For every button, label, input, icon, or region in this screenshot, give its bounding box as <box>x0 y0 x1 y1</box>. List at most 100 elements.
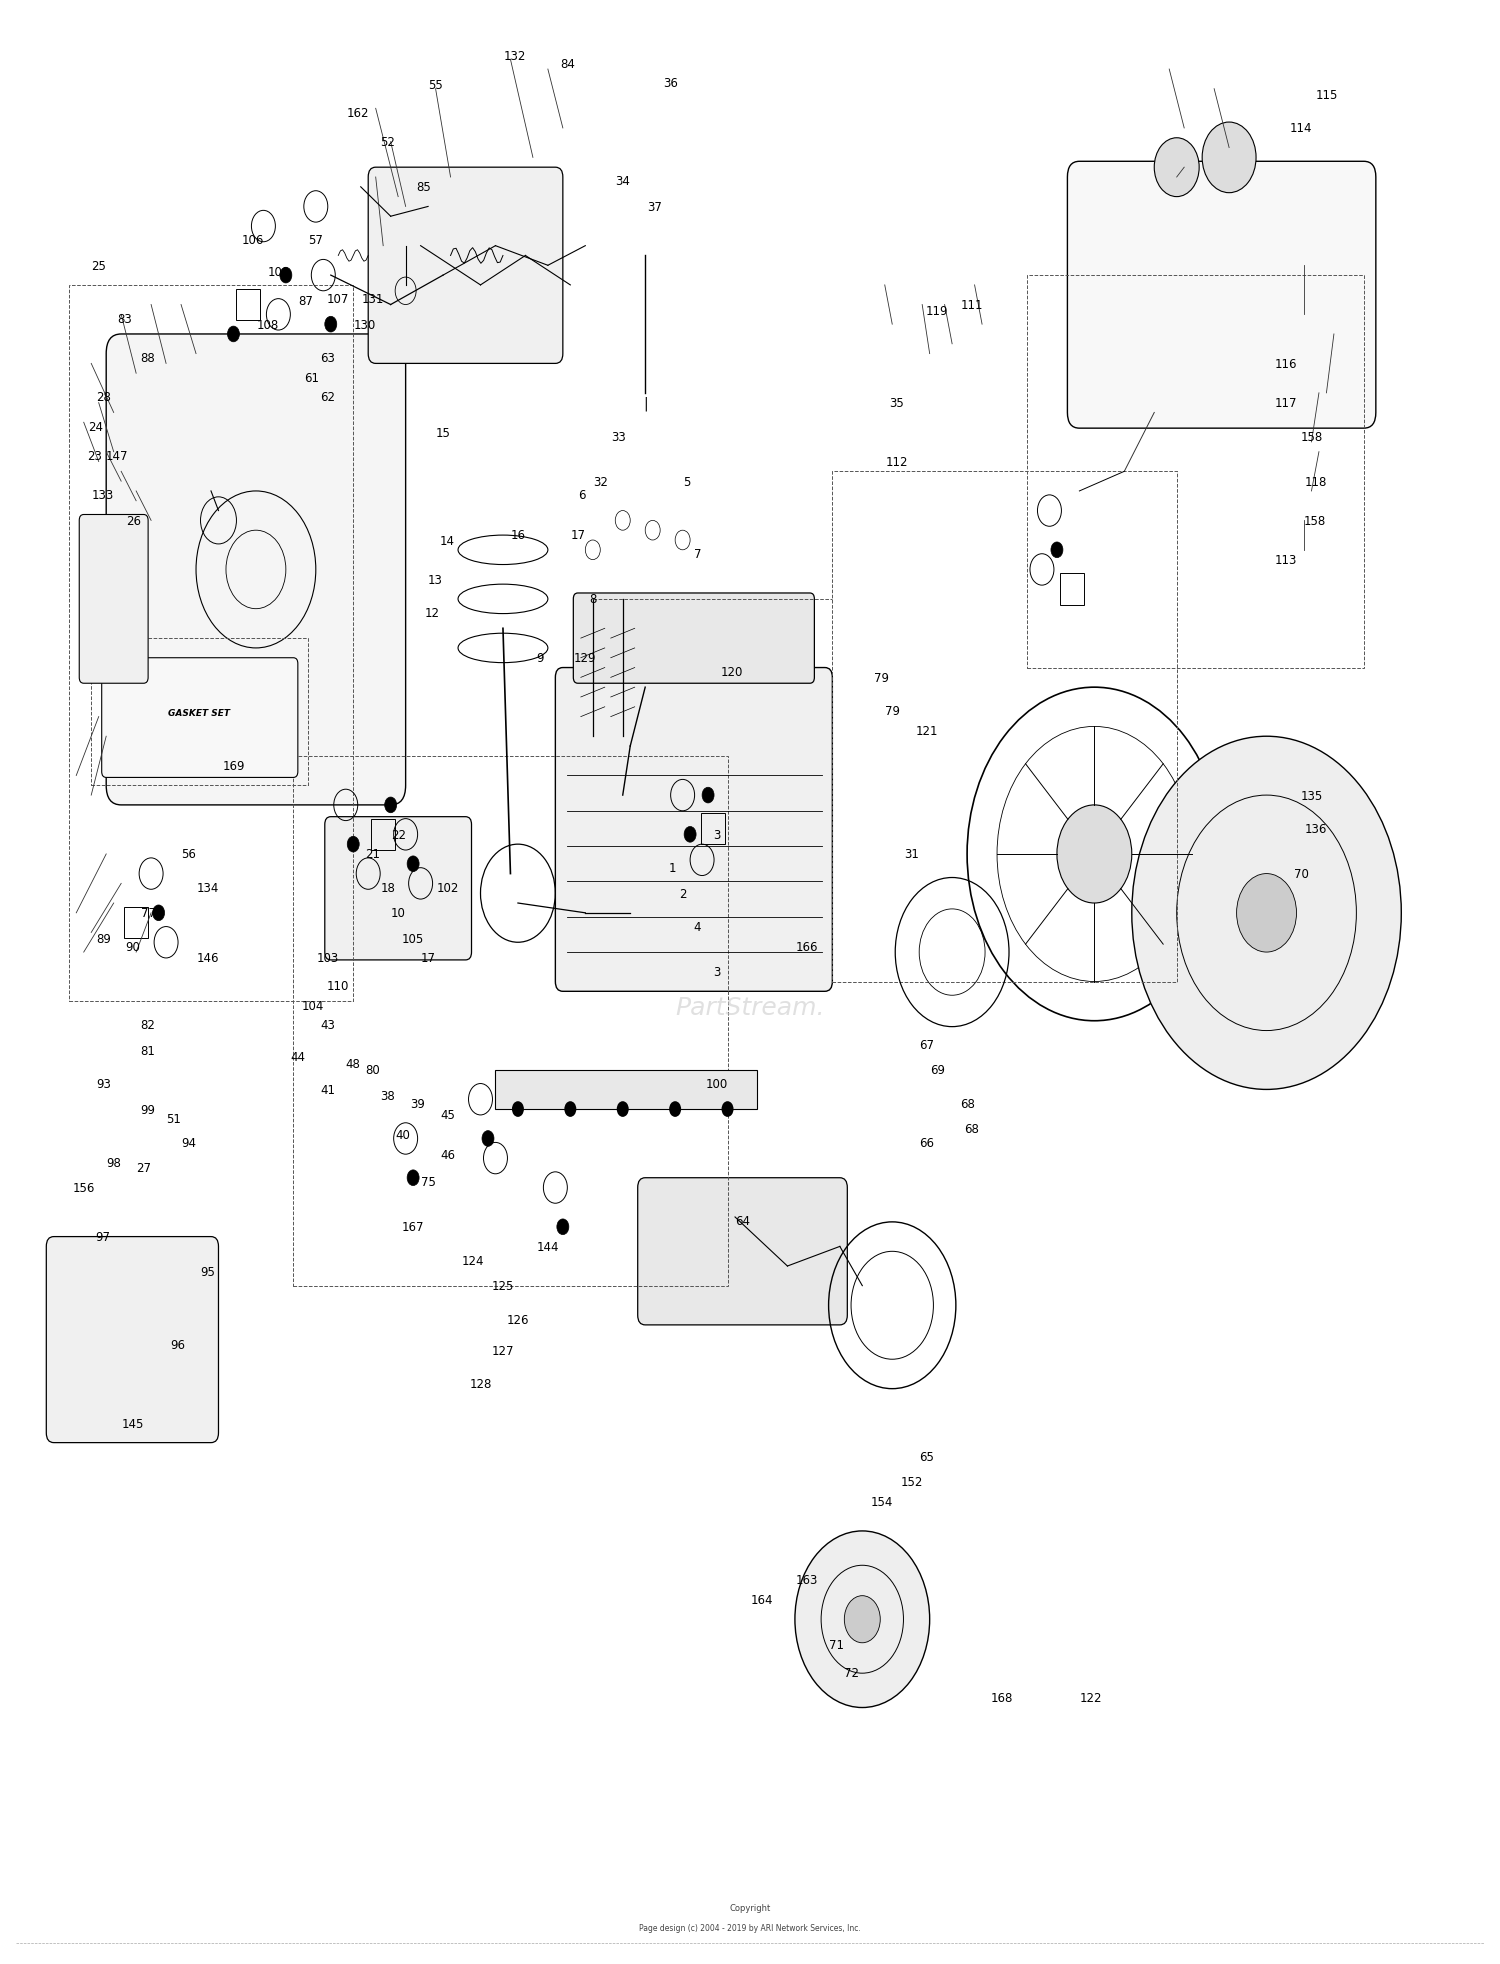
Text: 168: 168 <box>990 1691 1012 1705</box>
Ellipse shape <box>795 1532 930 1707</box>
Text: 2: 2 <box>680 888 687 900</box>
Text: 33: 33 <box>610 430 626 444</box>
Text: 113: 113 <box>1275 554 1298 568</box>
FancyBboxPatch shape <box>326 817 471 960</box>
Bar <box>1060 573 1084 605</box>
Text: 27: 27 <box>136 1163 152 1174</box>
Text: 79: 79 <box>885 705 900 719</box>
Text: 3: 3 <box>714 829 720 841</box>
Text: 17: 17 <box>420 953 435 964</box>
Text: 65: 65 <box>920 1449 934 1463</box>
Text: 52: 52 <box>380 136 394 149</box>
Text: 63: 63 <box>321 352 334 365</box>
Text: 115: 115 <box>1316 88 1338 102</box>
Bar <box>237 289 261 320</box>
Circle shape <box>346 837 358 852</box>
Text: 129: 129 <box>574 652 597 666</box>
Text: 28: 28 <box>96 391 111 405</box>
Text: 111: 111 <box>960 299 982 312</box>
Text: 156: 156 <box>72 1182 94 1194</box>
Text: 126: 126 <box>507 1312 530 1326</box>
Bar <box>370 819 394 850</box>
Circle shape <box>669 1102 681 1118</box>
Text: 162: 162 <box>346 106 369 120</box>
Text: 152: 152 <box>900 1475 922 1489</box>
Circle shape <box>512 1102 524 1118</box>
Text: 51: 51 <box>166 1114 182 1125</box>
Text: 40: 40 <box>394 1129 410 1141</box>
Text: 127: 127 <box>492 1343 514 1357</box>
Text: 154: 154 <box>870 1495 892 1508</box>
Text: 34: 34 <box>615 175 630 189</box>
Text: 105: 105 <box>402 933 424 945</box>
Text: 9: 9 <box>537 652 544 666</box>
Text: 88: 88 <box>141 352 156 365</box>
Text: 72: 72 <box>844 1665 859 1679</box>
Text: 1: 1 <box>669 862 676 874</box>
Bar <box>69 287 352 1002</box>
Text: 85: 85 <box>416 181 430 194</box>
Text: 17: 17 <box>570 528 585 542</box>
Text: 134: 134 <box>196 882 219 894</box>
FancyBboxPatch shape <box>46 1237 219 1444</box>
Bar <box>92 638 309 786</box>
Text: 94: 94 <box>182 1137 196 1149</box>
Bar <box>495 1070 758 1110</box>
Circle shape <box>1236 874 1296 953</box>
Circle shape <box>228 326 240 342</box>
Text: 21: 21 <box>364 848 380 860</box>
Text: 13: 13 <box>427 573 442 587</box>
FancyBboxPatch shape <box>573 593 814 683</box>
Text: 146: 146 <box>196 953 219 964</box>
Text: 87: 87 <box>298 295 314 308</box>
Text: GASKET SET: GASKET SET <box>168 709 230 717</box>
Text: Page design (c) 2004 - 2019 by ARI Network Services, Inc.: Page design (c) 2004 - 2019 by ARI Netwo… <box>639 1923 861 1933</box>
Text: 99: 99 <box>141 1104 156 1116</box>
Text: 108: 108 <box>256 318 279 332</box>
Text: 118: 118 <box>1305 475 1328 489</box>
Text: 44: 44 <box>291 1051 306 1063</box>
Bar <box>833 471 1176 982</box>
Text: 22: 22 <box>390 829 405 841</box>
Text: 39: 39 <box>410 1098 424 1110</box>
Text: 55: 55 <box>427 79 442 92</box>
Text: 145: 145 <box>122 1416 144 1430</box>
Text: 81: 81 <box>141 1045 156 1057</box>
Text: 133: 133 <box>92 489 114 503</box>
Text: 98: 98 <box>106 1157 122 1169</box>
Text: 167: 167 <box>402 1222 424 1233</box>
Circle shape <box>684 827 696 843</box>
Text: 90: 90 <box>126 941 141 953</box>
Text: 119: 119 <box>926 304 948 318</box>
Text: 135: 135 <box>1300 790 1323 801</box>
Text: 71: 71 <box>830 1638 844 1652</box>
Text: 124: 124 <box>462 1253 484 1267</box>
Text: 15: 15 <box>435 426 450 440</box>
Text: 131: 131 <box>362 293 384 306</box>
Circle shape <box>153 905 165 921</box>
Text: 117: 117 <box>1275 397 1298 410</box>
Text: 132: 132 <box>504 49 526 63</box>
Text: 84: 84 <box>560 57 574 71</box>
Text: 144: 144 <box>537 1241 560 1253</box>
Bar <box>294 756 728 1286</box>
Text: 64: 64 <box>735 1216 750 1228</box>
Text: 93: 93 <box>96 1078 111 1090</box>
FancyBboxPatch shape <box>368 169 562 363</box>
Text: 109: 109 <box>267 265 290 279</box>
Text: 32: 32 <box>592 475 608 489</box>
Text: 24: 24 <box>88 420 104 434</box>
Text: 16: 16 <box>510 528 525 542</box>
Text: 100: 100 <box>706 1078 728 1090</box>
Text: 41: 41 <box>321 1084 336 1096</box>
Text: 70: 70 <box>1293 868 1308 880</box>
Text: 68: 68 <box>964 1123 980 1135</box>
Text: 120: 120 <box>722 666 742 680</box>
Text: 23: 23 <box>87 450 102 464</box>
Text: 116: 116 <box>1275 357 1298 371</box>
FancyBboxPatch shape <box>638 1178 848 1326</box>
Text: 68: 68 <box>960 1098 975 1110</box>
Text: 122: 122 <box>1080 1691 1102 1705</box>
Text: 80: 80 <box>366 1064 380 1076</box>
FancyBboxPatch shape <box>1068 163 1376 428</box>
